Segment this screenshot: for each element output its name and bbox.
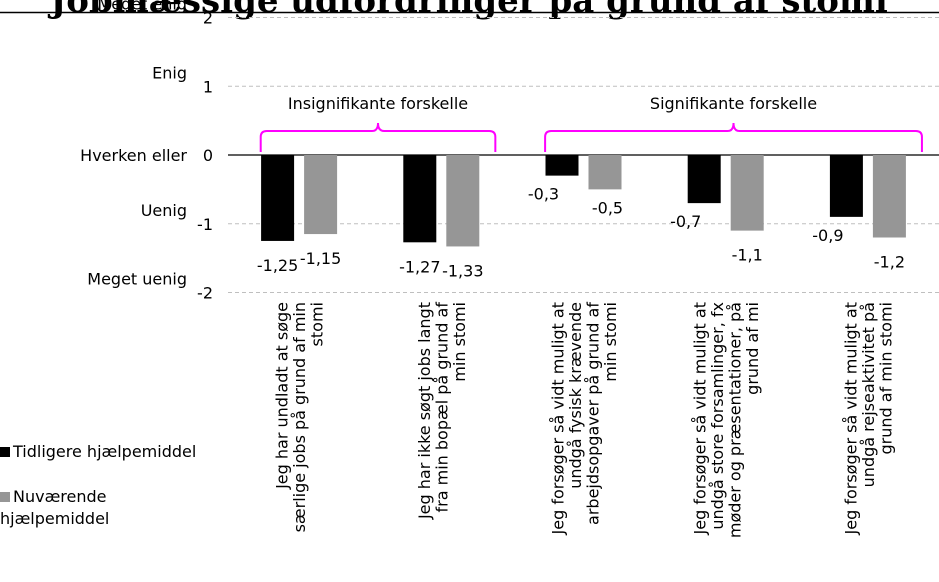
x-category-line: undgå fysisk krævende <box>566 302 585 489</box>
x-category-line: undgå store forsamlinger, fx <box>708 302 727 530</box>
y-tick-label: 1 <box>203 77 213 96</box>
y-tick-description: Meget uenig <box>87 270 187 289</box>
y-tick-description: Uenig <box>141 201 187 220</box>
gridlines <box>228 17 939 293</box>
y-tick-description: Enig <box>152 63 187 82</box>
data-label: -0,7 <box>670 212 701 231</box>
legend: Tidligere hjælpemiddel Nuværende hjælpemid… <box>0 442 196 528</box>
annotation-bracket <box>259 122 497 152</box>
data-label: -0,3 <box>528 185 559 204</box>
x-category-line: min stomi <box>601 302 620 382</box>
legend-swatch <box>0 447 10 457</box>
x-category-line: Jeg forsøger så vidt muligt at <box>548 302 567 535</box>
x-category-line: Jeg forsøger så vidt muligt at <box>690 302 709 535</box>
y-axis: -2 Meget uenig -1 Uenig 0 Hverken eller 1 Enig 2… <box>80 0 213 303</box>
data-label: -1,25 <box>257 256 298 275</box>
x-category-line: særlige jobs på grund af min <box>290 302 309 532</box>
legend-label: Tidligere hjælpemiddel <box>12 442 196 461</box>
y-tick-description: Meget enig <box>97 0 187 14</box>
data-label: -0,9 <box>812 226 843 245</box>
y-tick-description: Hverken eller <box>80 146 187 165</box>
legend-swatch <box>0 492 10 502</box>
y-tick-label: 0 <box>203 146 213 165</box>
x-category-line: Jeg har undladt at søge <box>273 302 292 490</box>
y-tick-label: 2 <box>203 9 213 28</box>
data-label: -1,2 <box>874 253 905 272</box>
bar <box>446 155 480 247</box>
annotation-label: Signifikante forskelle <box>650 94 817 113</box>
annotations: Insignifikante forskelle Signifikante for… <box>259 94 923 152</box>
y-tick-label: -1 <box>197 215 213 234</box>
data-label: -1,33 <box>442 261 483 280</box>
x-category-line: Jeg har ikke søgt jobs langt <box>415 302 434 520</box>
data-label: -1,27 <box>399 257 440 276</box>
bar <box>872 155 906 238</box>
data-labels: -1,25 -1,27 -0,3 -0,7 -0,9 -1,15 -1,33 -0,5 -1,1… <box>257 185 905 281</box>
annotation-label: Insignifikante forskelle <box>288 94 468 113</box>
legend-label-cont: hjælpemiddel <box>0 509 109 528</box>
bar <box>545 155 579 176</box>
bar <box>730 155 764 231</box>
x-category-line: grund af min stomi <box>876 302 895 454</box>
x-category-line: møder og præsentationer, på <box>725 302 744 538</box>
x-category-line: grund af mi <box>743 302 762 395</box>
bars <box>261 155 906 247</box>
annotation-bracket <box>544 122 923 152</box>
bar <box>403 155 437 243</box>
data-label: -1,15 <box>300 249 341 268</box>
legend-label: Nuværende <box>13 487 107 506</box>
x-category-line: undgå rejseaktivitet på <box>859 302 878 487</box>
x-category-line: Jeg forsøger så vidt muligt at <box>841 302 860 535</box>
x-category-line: min stomi <box>450 302 469 382</box>
x-category-line: fra min bopæl på grund af <box>432 302 451 513</box>
data-label: -1,1 <box>732 246 763 265</box>
bar <box>304 155 338 235</box>
chart-title: Jobmæssige udfordringer på grund af stom… <box>47 0 888 21</box>
data-label: -0,5 <box>592 198 623 217</box>
x-category-line: stomi <box>308 302 327 346</box>
x-category-line: arbejdsopgaver på grund af <box>583 302 602 525</box>
y-tick-label: -2 <box>197 284 213 303</box>
bar <box>588 155 622 190</box>
bar <box>261 155 295 241</box>
bar <box>829 155 863 217</box>
bar <box>687 155 721 204</box>
